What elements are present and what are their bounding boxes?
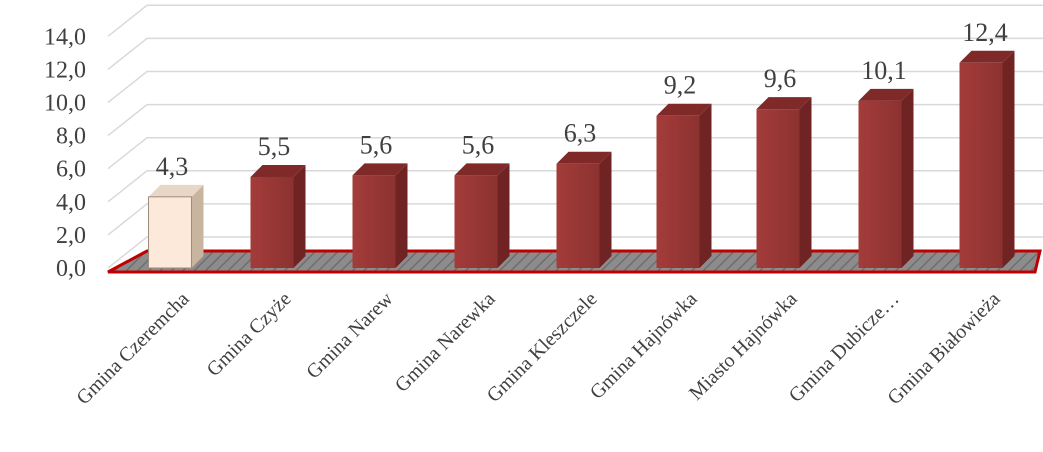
gridlines <box>107 4 1043 269</box>
bar <box>352 163 408 268</box>
bar-top <box>250 164 306 177</box>
category-label: Gmina Hajnówka <box>586 288 702 404</box>
bar-side <box>599 151 612 268</box>
bars <box>148 50 1015 269</box>
data-labels: 4,3 5,5 5,6 5,6 6,3 9,2 9,6 10,1 12,4 <box>156 18 1008 181</box>
category-label: Gmina Narew <box>302 288 398 384</box>
category-label: Gmina Dubicze… <box>785 288 904 407</box>
bar <box>756 97 812 269</box>
bar-top <box>454 163 510 176</box>
bar-front <box>352 175 396 268</box>
bar-top <box>148 184 204 197</box>
y-tick-label: 4,0 <box>56 190 86 216</box>
bar-top <box>556 151 612 164</box>
data-label: 9,6 <box>764 64 797 93</box>
category-label: Gmina Kleszczele <box>483 288 602 407</box>
bar-side <box>901 88 914 268</box>
bar <box>858 88 914 268</box>
y-tick-label: 0,0 <box>56 256 86 282</box>
bar-top <box>656 103 712 116</box>
bar-side <box>1002 50 1015 268</box>
bar-top <box>756 97 812 110</box>
data-label: 10,1 <box>861 56 907 85</box>
gridline <box>107 236 1043 269</box>
y-tick-label: 2,0 <box>56 223 86 249</box>
data-label: 5,6 <box>462 130 495 159</box>
data-label: 6,3 <box>564 119 597 148</box>
bar-side <box>293 164 306 268</box>
bar-front <box>959 62 1003 268</box>
bar-front <box>148 196 192 269</box>
bar-front <box>858 100 902 268</box>
bar <box>454 163 510 268</box>
y-tick-label: 8,0 <box>56 124 86 150</box>
category-label: Gmina Białowieża <box>883 288 1004 409</box>
bar-front <box>454 175 498 268</box>
data-label: 4,3 <box>156 152 189 181</box>
bar <box>656 103 712 269</box>
bar <box>959 50 1015 268</box>
gridline <box>107 70 1043 104</box>
y-tick-label: 6,0 <box>56 157 86 183</box>
category-label: Miasto Hajnówka <box>685 288 802 405</box>
bar-side <box>191 184 204 268</box>
bar-front <box>656 115 700 269</box>
bar-front <box>556 163 600 268</box>
bar-side <box>799 97 812 269</box>
category-label: Gmina Narewka <box>391 288 500 397</box>
y-axis-ticks: 0,0 2,0 4,0 6,0 8,0 10,0 12,0 14,0 <box>44 24 86 282</box>
bar-side <box>497 163 510 268</box>
gridline <box>107 170 1043 203</box>
category-labels: Gmina Czeremcha Gmina Czyże Gmina NarewGmi… <box>72 288 1004 410</box>
category-label: Gmina Czyże <box>203 288 296 381</box>
bar-side <box>699 103 712 269</box>
data-label: 9,2 <box>664 71 697 100</box>
bar <box>556 151 612 268</box>
bar <box>148 184 204 269</box>
gridline <box>107 203 1043 236</box>
bar-front <box>756 109 800 269</box>
y-tick-label: 14,0 <box>44 24 86 50</box>
bar-top <box>858 88 914 101</box>
bar-top <box>352 163 408 176</box>
data-label: 5,6 <box>360 130 393 159</box>
bar-front <box>250 176 294 268</box>
category-label: Gmina Czeremcha <box>72 288 193 409</box>
gridline <box>107 37 1043 70</box>
bar-side <box>395 163 408 268</box>
bar-top <box>959 50 1015 63</box>
gridline <box>107 103 1043 137</box>
data-label: 12,4 <box>962 18 1008 47</box>
data-label: 5,5 <box>258 132 291 161</box>
y-tick-label: 10,0 <box>44 91 86 117</box>
y-tick-label: 12,0 <box>44 57 86 83</box>
gridline <box>107 4 1043 37</box>
bar <box>250 164 306 268</box>
gridline <box>107 136 1043 170</box>
